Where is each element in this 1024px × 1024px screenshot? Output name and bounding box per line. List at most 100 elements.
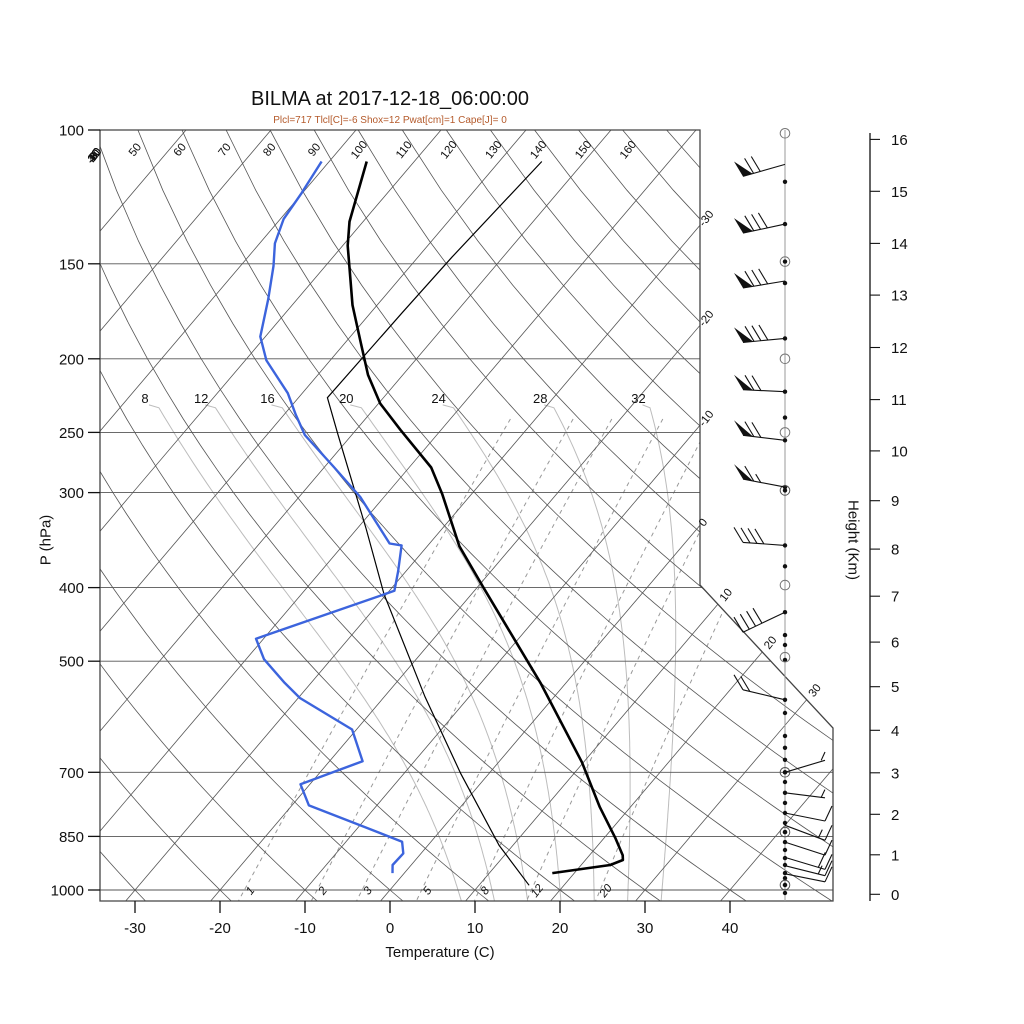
pressure-tick-label: 850: [59, 829, 84, 846]
wind-barb: [784, 866, 833, 883]
dry-adiabat-label-top: 90: [306, 141, 323, 158]
sounding-level-dot: [782, 415, 788, 420]
pressure-tick-label: 100: [59, 123, 84, 140]
sounding-level-dot: [782, 800, 788, 806]
km-level-circle: [779, 256, 791, 267]
height-tick-label: 0: [891, 887, 899, 904]
dry-adiabat-label-top: 50: [127, 141, 144, 158]
pressure-tick-label: 150: [59, 256, 84, 273]
wind-barb-column: [733, 128, 833, 901]
height-tick-label: 13: [891, 288, 908, 305]
mixing-ratio-label: 1: [244, 885, 257, 897]
height-tick-label: 6: [891, 635, 899, 652]
sounding-curves: [254, 160, 625, 886]
height-tick-label: 16: [891, 132, 908, 149]
height-tick-label: 14: [891, 236, 908, 253]
moist-adiabat-label: 28: [533, 391, 547, 406]
moist-adiabat-label: 12: [194, 391, 208, 406]
dry-adiabat-label-top: 150: [573, 139, 594, 162]
pressure-tick-label: 1000: [51, 883, 84, 900]
mixing-ratio-label: 12: [529, 882, 547, 900]
moist-adiabat-label: 8: [141, 391, 148, 406]
sounding-level-dot: [782, 179, 788, 184]
wind-barb: [734, 212, 786, 234]
mixing-ratio-label: 8: [479, 884, 493, 897]
sounding-level-dot: [782, 657, 788, 663]
temperature-curve: [346, 161, 625, 875]
sounding-level-dot: [782, 890, 788, 896]
sounding-level-dot: [782, 259, 788, 264]
moist-adiabats-layer: [148, 404, 677, 901]
wind-barb: [784, 805, 833, 822]
sounding-level-dot: [782, 733, 788, 739]
wind-barb: [784, 751, 826, 773]
pressure-tick-label: 300: [59, 485, 84, 502]
km-level-circle: [779, 427, 791, 438]
temperature-tick-label: 0: [386, 920, 394, 937]
wind-barb: [734, 324, 786, 343]
height-tick-label: 8: [891, 542, 899, 559]
temperature-tick-label: 20: [552, 920, 569, 937]
sounding-level-dot: [782, 829, 788, 835]
height-tick-label: 1: [891, 847, 899, 864]
isotherm-label-right: 20: [762, 634, 779, 651]
sounding-level-dot: [782, 642, 788, 648]
moist-adiabat-label: 24: [431, 391, 445, 406]
wind-barb: [784, 839, 833, 856]
wind-barb: [733, 674, 786, 701]
km-level-circle: [779, 579, 791, 591]
sounding-level-dot: [782, 876, 788, 881]
dry-adiabat-label-top: 80: [261, 141, 278, 158]
height-tick-label: 2: [891, 807, 899, 824]
temperature-tick-label: 40: [722, 920, 739, 937]
chart-subtitle: Plcl=717 Tlcl[C]=-6 Shox=12 Pwat[cm]=1 C…: [273, 115, 507, 126]
sounding-level-dot: [782, 779, 788, 785]
dry-adiabat-label-top: 110: [394, 139, 415, 161]
sounding-level-dot: [782, 745, 788, 750]
dry-adiabat-label-top: 100: [349, 139, 370, 162]
height-tick-label: 4: [891, 723, 899, 740]
wind-barb: [733, 607, 786, 633]
sounding-level-dot: [782, 847, 788, 853]
sounding-level-dot: [782, 882, 788, 888]
pressure-axis-label: P (hPa): [37, 514, 55, 566]
isotherm-label-right: 30: [807, 682, 824, 699]
sounding-level-dot: [782, 280, 788, 286]
pressure-tick-label: 700: [59, 765, 84, 782]
wind-barb: [784, 860, 833, 877]
km-level-circle: [779, 651, 791, 663]
height-axis-label: Height (Km): [844, 499, 862, 581]
km-level-circle: [779, 826, 791, 838]
dry-adiabat-label-top: 70: [217, 141, 234, 158]
km-level-circle: [779, 879, 791, 891]
dewpoint-curve: [254, 160, 405, 874]
temperature-tick-label: -10: [294, 920, 316, 937]
height-tick-label: 7: [891, 589, 899, 606]
dry-adiabat-label-top: 140: [528, 139, 549, 162]
height-tick-label: 12: [891, 340, 908, 357]
wind-barb: [734, 420, 786, 441]
background-line-labels: 50 60 70 80 90 100 110 120 130 140 150 160403020100…: [85, 139, 824, 901]
wind-barb: [734, 374, 786, 393]
height-tick-label: 3: [891, 765, 899, 782]
wind-barb: [733, 527, 786, 546]
parcel-curve: [326, 161, 543, 886]
sounding-level-dot: [782, 488, 788, 493]
dry-adiabat-label-top: 130: [483, 139, 504, 162]
km-level-circle: [779, 353, 791, 365]
sounding-level-dot: [782, 855, 788, 861]
chart-title: BILMA at 2017-12-18_06:00:00: [251, 88, 529, 110]
wind-barb: [784, 789, 826, 799]
pressure-tick-label: 400: [59, 580, 84, 597]
wind-barb: [784, 852, 833, 870]
dry-adiabat-label-left: -30: [85, 146, 105, 166]
moist-adiabat-label: 16: [260, 391, 274, 406]
height-tick-label: 9: [891, 493, 899, 510]
sounding-level-dot: [782, 564, 788, 569]
sounding-level-dot: [782, 336, 788, 341]
isotherm-label-right: 10: [718, 587, 735, 604]
plot-frame: [99, 129, 834, 902]
